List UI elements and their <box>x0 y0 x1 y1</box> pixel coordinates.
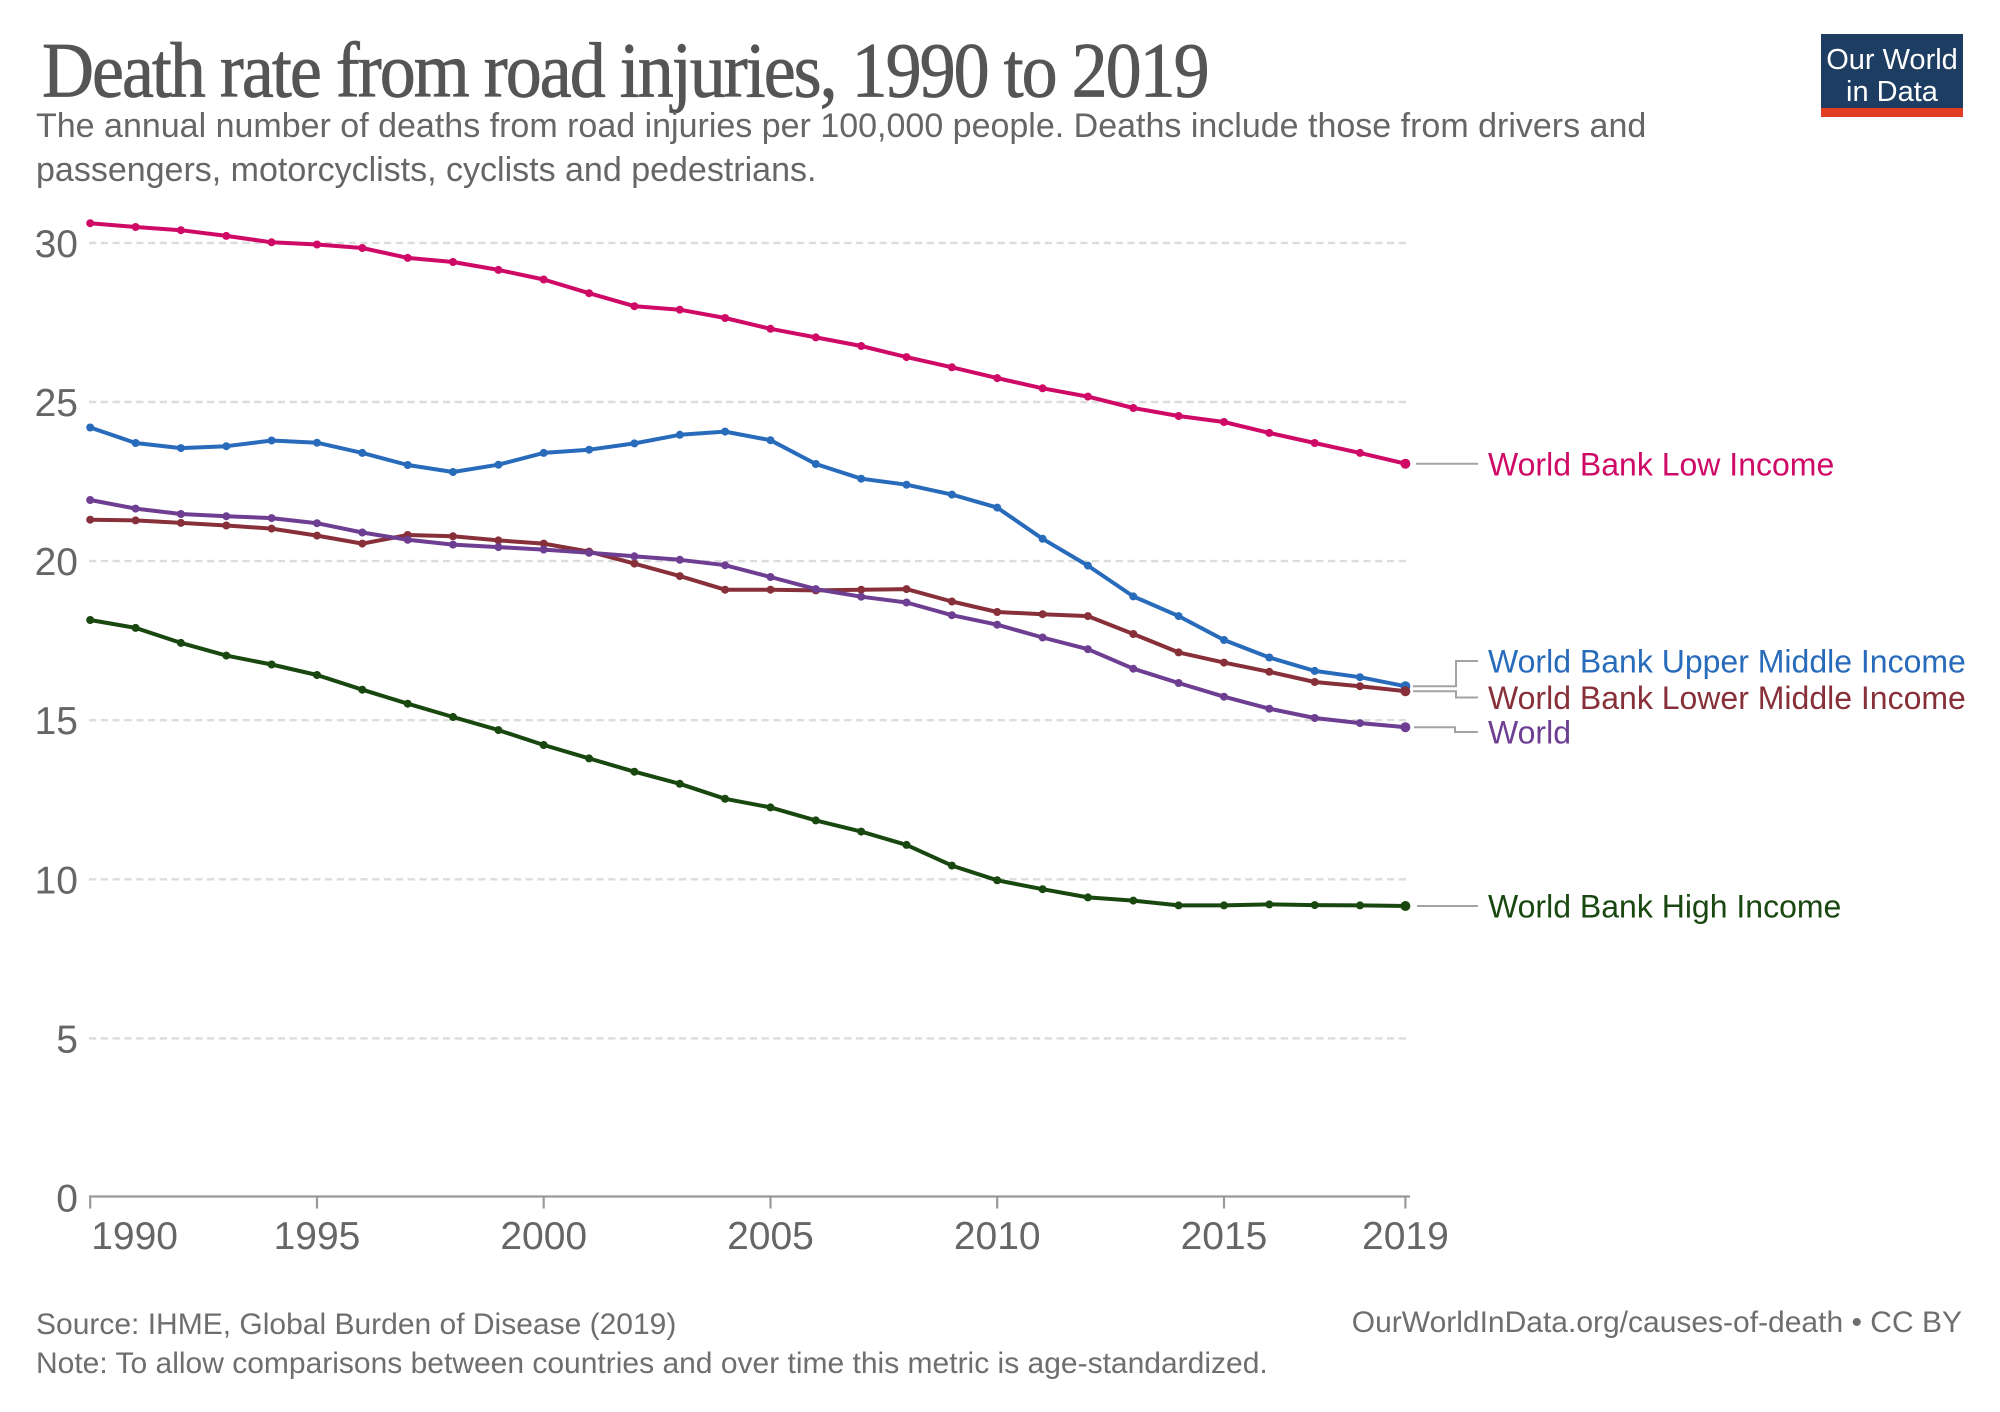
svg-text:15: 15 <box>35 700 78 743</box>
svg-text:2000: 2000 <box>500 1215 587 1258</box>
svg-text:1990: 1990 <box>91 1215 178 1258</box>
svg-text:2010: 2010 <box>954 1215 1041 1258</box>
svg-text:World Bank Low Income: World Bank Low Income <box>1488 447 1834 483</box>
svg-text:0: 0 <box>56 1178 78 1221</box>
svg-text:10: 10 <box>35 859 78 902</box>
svg-text:World Bank Lower Middle Income: World Bank Lower Middle Income <box>1488 680 1966 716</box>
svg-text:5: 5 <box>56 1018 78 1061</box>
svg-text:World Bank High Income: World Bank High Income <box>1488 889 1841 925</box>
svg-text:25: 25 <box>35 382 78 425</box>
svg-text:2005: 2005 <box>727 1215 814 1258</box>
svg-text:2015: 2015 <box>1181 1215 1268 1258</box>
svg-text:30: 30 <box>35 223 78 266</box>
svg-text:1995: 1995 <box>274 1215 361 1258</box>
svg-text:20: 20 <box>35 541 78 584</box>
svg-text:World: World <box>1488 715 1571 751</box>
svg-text:2019: 2019 <box>1362 1215 1449 1258</box>
svg-text:World Bank Upper Middle Income: World Bank Upper Middle Income <box>1488 644 1966 680</box>
